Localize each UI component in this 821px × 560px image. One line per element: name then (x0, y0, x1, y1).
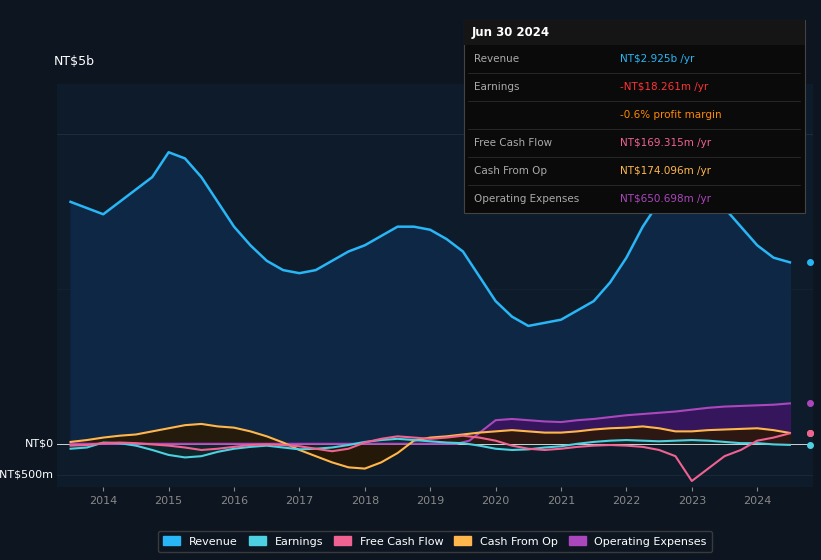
Text: NT$169.315m /yr: NT$169.315m /yr (620, 138, 711, 148)
Text: Free Cash Flow: Free Cash Flow (474, 138, 552, 148)
Legend: Revenue, Earnings, Free Cash Flow, Cash From Op, Operating Expenses: Revenue, Earnings, Free Cash Flow, Cash … (158, 531, 713, 552)
Text: -NT$500m: -NT$500m (0, 470, 53, 480)
Text: Operating Expenses: Operating Expenses (474, 194, 579, 204)
Text: Revenue: Revenue (474, 54, 519, 64)
Text: NT$5b: NT$5b (53, 55, 94, 68)
Text: Jun 30 2024: Jun 30 2024 (472, 26, 550, 39)
Text: NT$174.096m /yr: NT$174.096m /yr (620, 166, 711, 176)
Text: -NT$18.261m /yr: -NT$18.261m /yr (620, 82, 708, 92)
Text: -0.6% profit margin: -0.6% profit margin (620, 110, 722, 120)
Text: NT$650.698m /yr: NT$650.698m /yr (620, 194, 711, 204)
Text: NT$2.925b /yr: NT$2.925b /yr (620, 54, 695, 64)
Text: NT$0: NT$0 (25, 439, 53, 449)
Text: Cash From Op: Cash From Op (474, 166, 547, 176)
Text: Earnings: Earnings (474, 82, 519, 92)
